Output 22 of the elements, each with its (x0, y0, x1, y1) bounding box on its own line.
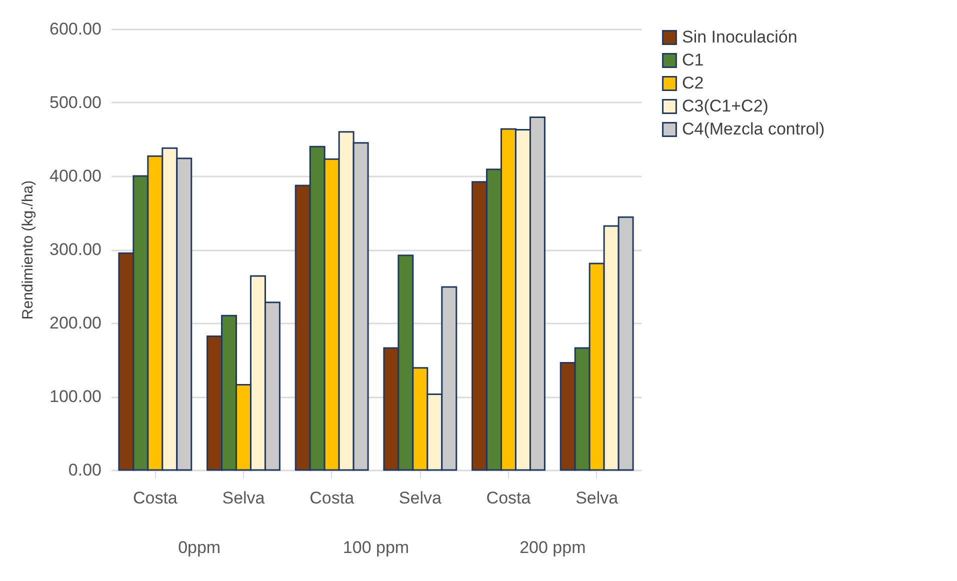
legend-label: C2 (682, 74, 704, 92)
x-tick-label: Selva (576, 488, 619, 508)
x-tick-label: Costa (310, 488, 355, 508)
legend-label: Sin Inoculación (682, 28, 798, 46)
y-tick-label: 300.00 (50, 240, 102, 259)
y-tick-label: 0.00 (68, 460, 102, 480)
x-tick-label: Selva (398, 488, 442, 508)
y-tick-label: 600.00 (50, 20, 102, 38)
legend-label: C4(Mezcla control) (682, 120, 825, 138)
text: 100 ppm (342, 538, 410, 557)
y-tick-label: 100.00 (50, 387, 102, 406)
text: 0ppm (178, 538, 221, 557)
x-tick-label: Selva (222, 488, 266, 508)
x-tick-label: Costa (486, 488, 532, 508)
y-tick-label: 200.00 (50, 314, 102, 332)
y-tick-label: 400.00 (50, 166, 102, 186)
y-tick-label: 500.00 (50, 93, 102, 112)
y-axis-title: Rendimiento (kg./ha) (20, 180, 37, 320)
legend-label: C3(C1+C2) (682, 96, 768, 116)
x-tick-label: Costa (132, 488, 178, 508)
text: 200 ppm (520, 538, 586, 557)
legend-label: C1 (682, 50, 704, 70)
